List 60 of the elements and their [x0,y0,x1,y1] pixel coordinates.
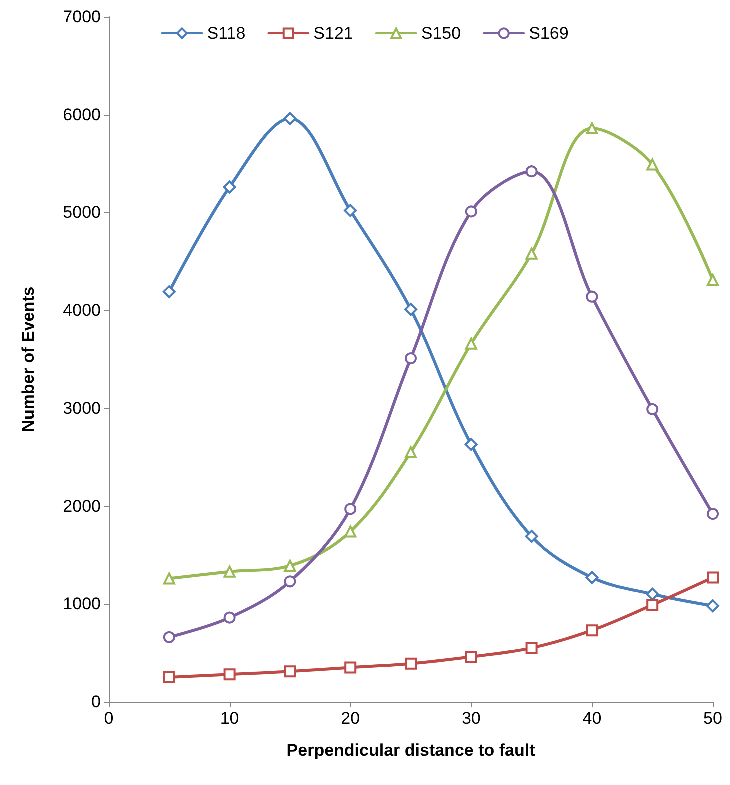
y-tick-label: 2000 [63,496,101,516]
point [405,446,417,458]
point [223,180,236,194]
point [284,112,297,126]
point [586,571,599,584]
point [586,290,598,303]
point [284,576,296,588]
point [646,158,659,171]
point [163,631,176,644]
point [224,566,236,578]
x-tick-label: 30 [462,709,481,728]
x-tick-label: 0 [104,709,114,728]
point [525,530,538,544]
legend-label: S150 [421,24,462,43]
point [405,658,417,670]
y-tick-label: 3000 [63,398,101,418]
point [465,206,478,218]
point [465,650,478,663]
legend-label: S118 [207,24,246,43]
point [707,508,719,520]
legend-label: S121 [314,24,354,43]
y-tick-label: 7000 [63,8,101,26]
y-tick-label: 5000 [63,203,101,222]
x-tick-label: 50 [704,709,722,728]
point [344,503,357,516]
point [646,403,659,416]
point [344,662,357,674]
x-tick-label: 10 [220,709,240,728]
x-tick-label: 40 [582,709,602,728]
point [344,204,358,218]
x-axis-title: Perpendicular distance to fault [286,741,536,760]
point [284,560,296,572]
point [646,599,659,612]
point [464,438,478,452]
point [163,572,176,585]
point [163,672,176,684]
point [706,600,720,613]
point [526,642,538,654]
point [707,572,719,584]
y-tick-label: 4000 [63,301,101,320]
point [586,624,598,637]
point [526,166,538,178]
y-axis-title: Number of Events [19,286,38,432]
y-tick-label: 6000 [63,105,101,124]
point [162,285,176,298]
point [224,668,236,681]
point [224,612,236,624]
y-tick-label: 1000 [63,594,101,614]
y-tick-label: 0 [92,692,101,712]
point [404,303,418,316]
point [646,588,660,601]
point [284,666,296,678]
x-tick-label: 20 [341,709,360,728]
point [586,122,598,135]
point [526,248,538,260]
point [405,352,417,365]
point [465,338,478,350]
legend-label: S169 [529,24,569,43]
point [344,526,357,538]
point [707,274,719,286]
